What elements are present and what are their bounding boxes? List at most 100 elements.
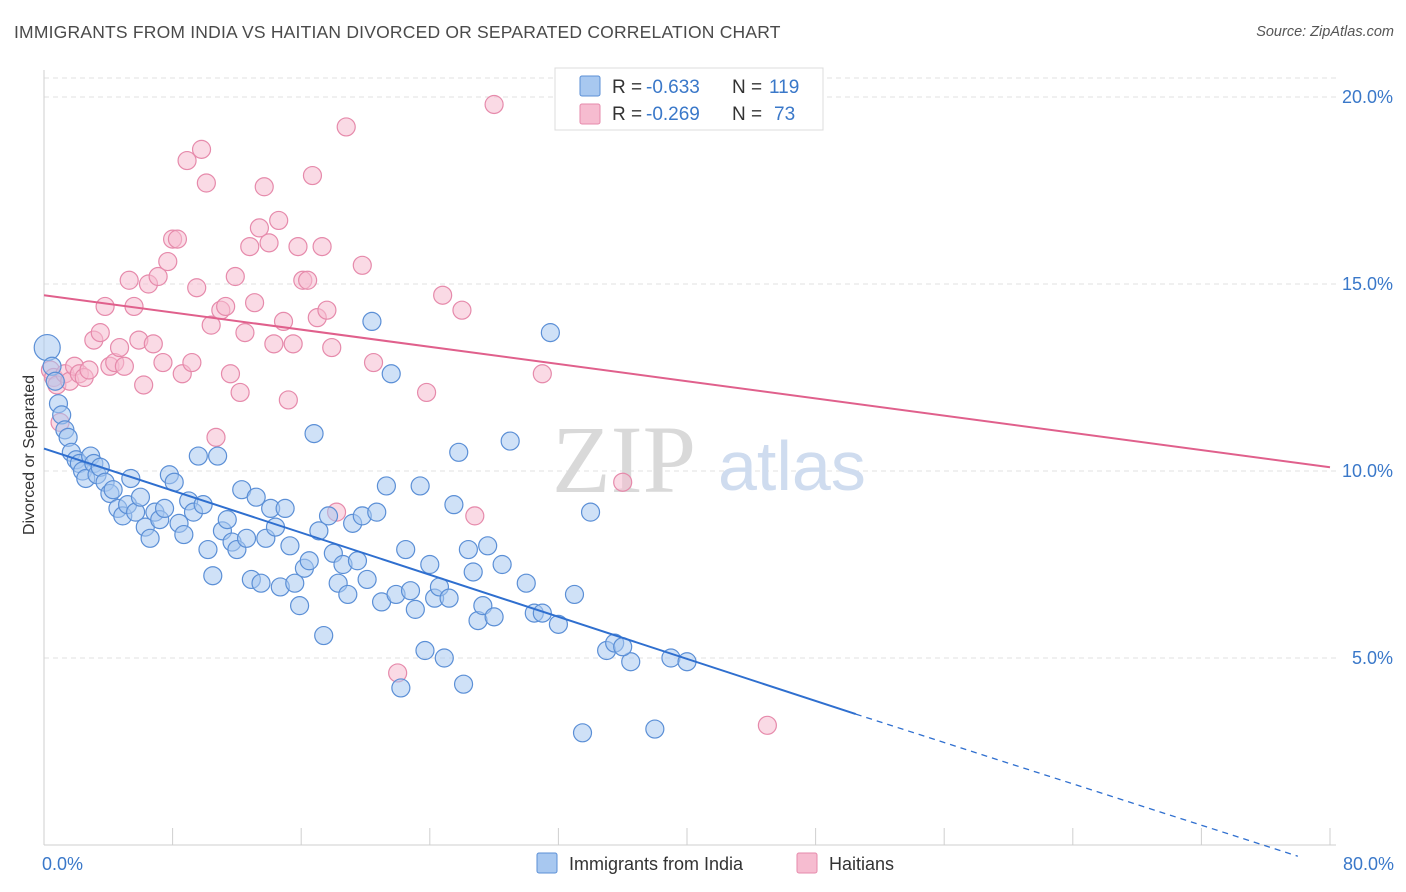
haiti-point [187,278,207,298]
y-tick-labels: 5.0% 10.0% 15.0% 20.0% [1342,87,1393,668]
india-point [564,584,585,605]
india-point [154,498,175,518]
india-point [275,498,295,518]
india-point [367,502,387,522]
haiti-point [249,218,270,238]
haiti-point [230,382,250,403]
india-point [208,446,228,466]
legend-swatch-haiti [579,103,601,125]
india-point [376,476,396,496]
haiti-point [452,300,472,320]
india-point [572,723,593,743]
india-point [492,554,512,575]
india-point [478,536,498,556]
india-point [140,528,160,548]
haiti-point [298,270,318,290]
india-points [33,311,697,743]
india-point [396,539,416,560]
india-point [540,323,560,343]
haiti-point [153,352,173,373]
india-point [415,640,435,661]
haiti-point [240,237,260,257]
haiti-point [225,266,245,287]
india-point [357,569,377,590]
haiti-point [254,177,274,197]
india-point [347,551,368,571]
india-point [309,521,329,541]
haiti-point [167,229,188,249]
stats-legend: R = -0.633 N = 119 R = -0.269 N = 73 [554,67,824,131]
legend-n-value-india: 119 [769,77,799,98]
haiti-point [182,352,202,373]
haiti-point [79,360,99,380]
axes [43,70,1336,846]
haiti-point [90,323,110,343]
bottom-legend-label-haiti: Haitians [829,854,894,874]
india-point [198,539,218,560]
x-tick-label-max: 80.0% [1343,854,1394,874]
india-point [304,424,324,444]
haiti-point [532,364,552,384]
india-point [103,480,123,500]
india-point [130,487,151,507]
haiti-point [244,293,265,313]
haiti-point [134,375,154,395]
haiti-point [259,233,279,253]
legend-r-label-haiti: R = [612,104,642,125]
haiti-point [613,472,633,492]
watermark-zip: ZIP [552,406,696,513]
haiti-point [220,364,241,384]
x-ticks [43,828,1331,845]
haiti-point [283,334,303,354]
india-point [188,446,208,466]
india-point [381,364,401,384]
india-point [580,502,601,522]
india-point [548,614,569,634]
india-point [410,476,430,496]
haiti-point [177,150,197,171]
india-point [444,495,464,515]
haiti-trend-line [43,294,1331,469]
haiti-point [433,285,453,305]
haiti-point [317,300,337,320]
series-legend: Immigrants from India Haitians [536,852,894,874]
bottom-legend-swatch-india [536,852,558,874]
india-point [420,554,440,575]
y-tick-label: 20.0% [1342,87,1393,107]
haiti-point [484,94,504,115]
haiti-point [312,237,332,257]
y-tick-label: 5.0% [1352,648,1393,668]
chart-source: Source: ZipAtlas.com [1256,24,1394,40]
haiti-point [201,315,221,335]
y-tick-label: 15.0% [1342,274,1393,294]
india-point [453,674,474,694]
haiti-point [363,352,384,373]
y-axis-title: Divorced or Separated [21,375,38,535]
india-point [362,311,382,331]
watermark-atlas: atlas [718,427,866,505]
legend-r-value-india: -0.633 [646,77,700,98]
haiti-point [109,337,130,358]
bottom-legend-label-india: Immigrants from India [569,854,744,874]
haiti-point [416,382,437,403]
india-point [289,596,310,616]
y-tick-label: 10.0% [1342,461,1393,481]
india-point [121,468,141,489]
india-point [280,536,300,556]
india-point [645,719,665,739]
india-point [463,562,483,582]
haiti-point [336,117,356,137]
chart-title: IMMIGRANTS FROM INDIA VS HAITIAN DIVORCE… [14,22,781,42]
haiti-point [465,506,485,526]
haiti-point [322,337,342,358]
watermark: ZIP atlas [552,406,866,513]
haiti-point [114,356,134,376]
india-point [285,573,305,593]
haiti-point [148,266,168,287]
legend-n-value-haiti: 73 [774,104,795,125]
india-point [203,566,223,586]
india-point [484,607,504,627]
india-point [314,625,334,646]
india-trend-line [43,447,857,716]
